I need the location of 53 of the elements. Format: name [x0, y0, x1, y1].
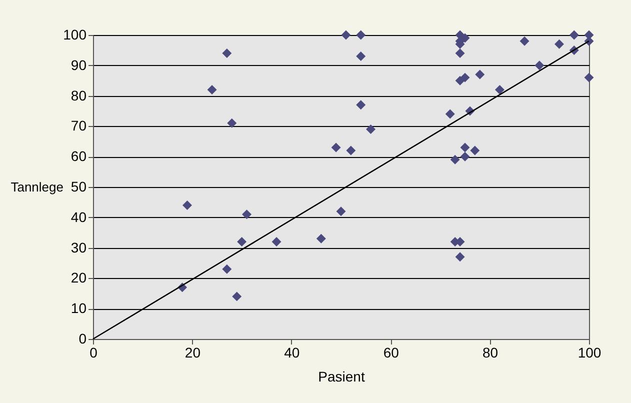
- x-tick-label: 100: [578, 344, 602, 360]
- point: [460, 33, 470, 43]
- point: [356, 30, 366, 40]
- y-tick-label: 10: [70, 300, 87, 316]
- x-axis-title: Pasient: [318, 368, 365, 384]
- point: [272, 236, 282, 246]
- y-tick-label: 30: [70, 239, 87, 256]
- y-tick-label: 40: [70, 208, 87, 225]
- y-tick-label: 90: [70, 56, 87, 73]
- point: [182, 200, 192, 210]
- x-tick-label: 60: [383, 344, 400, 360]
- point: [475, 70, 485, 80]
- point: [227, 118, 237, 128]
- point: [460, 72, 470, 82]
- point: [232, 292, 242, 302]
- point: [445, 109, 455, 119]
- point: [222, 264, 232, 274]
- x-tick-label: 0: [90, 344, 98, 360]
- point: [470, 146, 480, 156]
- point: [460, 152, 470, 162]
- point: [455, 252, 465, 262]
- y-tick-label: 80: [70, 87, 87, 104]
- point: [222, 48, 232, 58]
- y-tick-label: 60: [70, 148, 87, 164]
- point: [450, 154, 460, 164]
- x-tick-label: 80: [482, 344, 498, 360]
- point: [554, 39, 564, 49]
- point: [584, 72, 594, 82]
- point: [356, 52, 366, 62]
- point: [336, 206, 346, 216]
- point: [346, 146, 356, 156]
- y-axis-title: Tannlege: [10, 180, 64, 194]
- y-tick-label: 20: [70, 270, 87, 286]
- x-tick-label: 20: [184, 344, 201, 360]
- point: [242, 210, 252, 220]
- point: [237, 236, 247, 246]
- point: [460, 142, 470, 152]
- point: [316, 234, 326, 244]
- point: [455, 48, 465, 58]
- point: [366, 124, 376, 134]
- y-tick-label: 50: [70, 178, 87, 194]
- y-tick-label: 100: [63, 26, 87, 42]
- y-tick-label: 70: [70, 118, 87, 134]
- point: [494, 84, 504, 94]
- point: [341, 30, 351, 40]
- point: [207, 84, 217, 94]
- point: [569, 30, 579, 40]
- y-tick-label: 0: [78, 330, 87, 346]
- point: [331, 142, 341, 152]
- x-tick-label: 40: [284, 344, 300, 360]
- point: [356, 100, 366, 110]
- point: [534, 60, 544, 70]
- point: [520, 36, 530, 46]
